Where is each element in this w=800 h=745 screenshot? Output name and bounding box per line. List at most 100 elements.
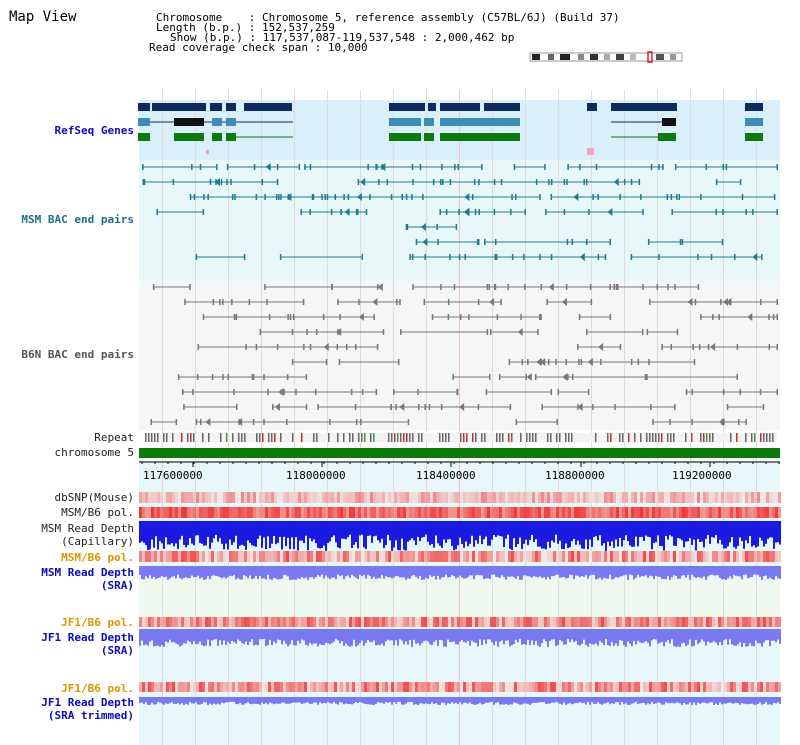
- depth-bar: [329, 566, 331, 580]
- depth-bar: [275, 629, 277, 644]
- track-label-jf1-depth-sra[interactable]: JF1 Read Depth: [41, 631, 134, 644]
- heat-cell: [229, 682, 232, 692]
- depth-bar: [741, 521, 743, 542]
- heat-cell: [523, 551, 526, 562]
- bac-end-mark: [376, 344, 379, 350]
- heat-cell: [199, 617, 202, 627]
- repeat-mark: [349, 433, 351, 442]
- depth-bar: [433, 566, 435, 576]
- heat-cell: [376, 682, 379, 692]
- depth-bar: [677, 629, 679, 647]
- chromosome-ideogram[interactable]: [529, 51, 683, 63]
- track-label-msm-bac[interactable]: MSM BAC end pairs: [21, 213, 134, 226]
- heat-cell: [748, 617, 751, 627]
- depth-bar: [763, 629, 765, 643]
- heat-cell: [577, 551, 580, 562]
- heat-cell: [334, 492, 337, 503]
- depth-bar: [189, 629, 191, 643]
- heat-cell: [322, 551, 325, 562]
- depth-bar: [661, 521, 663, 547]
- repeat-mark: [181, 433, 183, 442]
- heat-cell: [139, 492, 142, 503]
- depth-bar: [303, 521, 305, 544]
- track-label-msm-b6-pol[interactable]: MSM/B6 pol.: [61, 506, 134, 519]
- depth-bar: [301, 566, 303, 578]
- heat-cell: [481, 507, 484, 518]
- heat-cell: [748, 682, 751, 692]
- depth-bar: [415, 697, 417, 705]
- depth-bar: [597, 566, 599, 579]
- depth-bar: [723, 629, 725, 641]
- refseq-genes-group[interactable]: [138, 103, 763, 155]
- heat-cell: [736, 682, 739, 692]
- heat-cell: [271, 682, 274, 692]
- heat-cell: [391, 682, 394, 692]
- depth-bar: [579, 629, 581, 646]
- track-label-msm-depth-cap[interactable]: MSM Read Depth: [41, 522, 134, 535]
- heat-cell: [184, 617, 187, 627]
- heat-cell: [472, 551, 475, 562]
- gridline: [294, 90, 295, 745]
- depth-bar: [369, 629, 371, 642]
- msm-bac-pairs[interactable]: [142, 163, 778, 261]
- heat-cell: [544, 507, 547, 518]
- bac-end-mark: [409, 254, 411, 260]
- heat-cell: [178, 551, 181, 562]
- heat-cell: [568, 551, 571, 562]
- repeat-mark: [301, 433, 303, 442]
- depth-bar: [453, 629, 455, 642]
- depth-bar: [149, 697, 151, 705]
- heat-cell: [583, 507, 586, 518]
- track-label-repeat[interactable]: Repeat: [94, 431, 134, 444]
- depth-bar: [645, 629, 647, 641]
- depth-bar: [205, 697, 207, 703]
- heat-cell: [424, 551, 427, 562]
- depth-bar: [335, 566, 337, 580]
- depth-bar: [507, 629, 509, 641]
- depth-bar: [431, 697, 433, 703]
- heat-cell: [766, 507, 769, 518]
- heat-cell: [712, 507, 715, 518]
- repeat-mark: [166, 433, 168, 442]
- heat-cell: [289, 507, 292, 518]
- track-label-jf1-b6-pol[interactable]: JF1/B6 pol.: [61, 616, 134, 629]
- heat-cell: [652, 551, 655, 562]
- depth-bar: [599, 566, 601, 578]
- track-label-jf1-b6-pol-2[interactable]: JF1/B6 pol.: [61, 682, 134, 695]
- heat-cell: [436, 492, 439, 503]
- heat-cell: [544, 551, 547, 562]
- depth-bar: [339, 697, 341, 703]
- heat-cell: [262, 492, 265, 503]
- repeat-mark: [712, 433, 714, 442]
- track-label-jf1-depth-trim[interactable]: JF1 Read Depth: [41, 696, 134, 709]
- track-label-dbsnp[interactable]: dbSNP(Mouse): [54, 491, 134, 504]
- b6n-bac-pairs[interactable]: [150, 283, 778, 426]
- bac-end-mark: [309, 344, 312, 350]
- track-label-msm-depth-sra[interactable]: MSM Read Depth: [41, 566, 134, 579]
- heat-cell: [427, 682, 430, 692]
- heat-cell: [526, 617, 529, 627]
- depth-bar: [777, 521, 779, 543]
- heatmap-tracks: [139, 492, 781, 692]
- bac-end-mark: [386, 179, 389, 185]
- depth-bar: [379, 629, 381, 646]
- heat-cell: [154, 682, 157, 692]
- depth-bar: [251, 521, 253, 546]
- depth-bar: [535, 629, 537, 641]
- track-label-b6n-bac[interactable]: B6N BAC end pairs: [21, 348, 134, 361]
- heat-cell: [316, 507, 319, 518]
- heat-cell: [427, 492, 430, 503]
- heat-cell: [400, 507, 403, 518]
- depth-bar: [607, 629, 609, 646]
- depth-bar: [497, 521, 499, 536]
- heat-cell: [469, 682, 472, 692]
- heat-cell: [178, 507, 181, 518]
- heat-cell: [151, 507, 154, 518]
- depth-bar: [665, 629, 667, 642]
- heat-cell: [310, 492, 313, 503]
- track-label-msm-b6-pol-2[interactable]: MSM/B6 pol.: [61, 551, 134, 564]
- track-label-refseq[interactable]: RefSeq Genes: [54, 124, 134, 137]
- bac-end-mark: [476, 239, 479, 245]
- heat-cell: [262, 507, 265, 518]
- depth-bar: [297, 629, 299, 641]
